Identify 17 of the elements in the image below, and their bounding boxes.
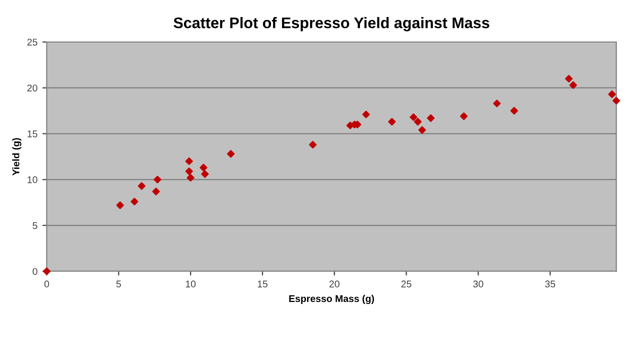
y-tick-label: 20 (27, 84, 38, 92)
x-tick-label: 10 (186, 280, 196, 288)
x-tick-label: 20 (329, 280, 340, 288)
y-axis-title: Yield (g) (12, 138, 22, 176)
x-tick-label: 5 (116, 280, 121, 288)
y-tick-label: 15 (28, 130, 38, 138)
x-tick-label: 35 (545, 280, 556, 288)
x-tick-label: 30 (473, 280, 484, 288)
y-tick-label: 0 (32, 268, 38, 275)
x-tick-label: 0 (44, 280, 50, 288)
y-tick-label: 25 (27, 38, 38, 46)
x-tick-label: 15 (258, 280, 268, 288)
x-axis-title: Espresso Mass (g) (289, 294, 374, 304)
y-tick-label: 10 (28, 176, 38, 184)
y-tick-label: 5 (32, 222, 38, 230)
chart-title: Scatter Plot of Espresso Yield against Mass (174, 17, 490, 32)
x-tick-label: 25 (401, 280, 412, 288)
